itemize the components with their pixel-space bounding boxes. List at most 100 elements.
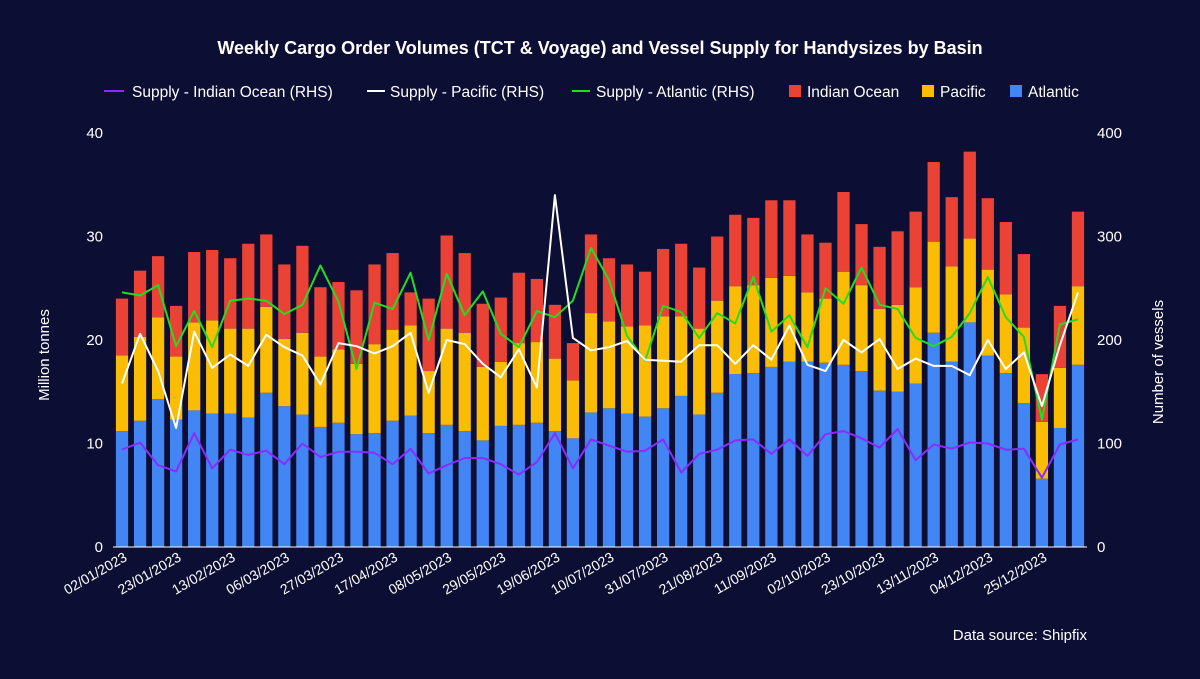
- bar-pacific: [620, 326, 634, 414]
- bar-indian-ocean: [819, 242, 832, 299]
- y2-tick-label: 200: [1097, 332, 1122, 349]
- bar-atlantic: [711, 392, 724, 547]
- bar-indian-ocean: [891, 231, 904, 305]
- legend-label-3: Indian Ocean: [807, 84, 899, 101]
- bar-pacific: [999, 294, 1012, 374]
- bar-indian-ocean: [566, 343, 580, 381]
- legend-item-4[interactable]: Pacific: [922, 84, 986, 101]
- line-supply-atlantic-rhs: [121, 246, 1079, 421]
- bar-pacific: [224, 328, 237, 414]
- bar-atlantic: [783, 361, 796, 547]
- bar-pacific: [855, 285, 868, 372]
- line-supply-pacific-rhs: [121, 194, 1079, 429]
- bar-pacific: [548, 358, 562, 432]
- bar-indian-ocean: [458, 253, 471, 333]
- bar-indian-ocean: [314, 287, 327, 357]
- bar-pacific: [368, 344, 381, 434]
- legend-marker-5: [1010, 85, 1022, 97]
- bar-pacific: [729, 286, 742, 375]
- y-axis-label: Million tonnes: [36, 309, 53, 401]
- bar-pacific: [945, 266, 958, 362]
- bar-indian-ocean: [224, 258, 237, 329]
- bar-pacific: [1035, 421, 1049, 479]
- bar-pacific: [314, 356, 327, 427]
- bar-indian-ocean: [638, 271, 652, 326]
- legend-item-1[interactable]: Supply - Pacific (RHS): [367, 84, 544, 101]
- bar-atlantic: [1053, 427, 1067, 547]
- bar-atlantic: [151, 398, 165, 547]
- bar-pacific: [242, 328, 255, 418]
- legend-label-4: Pacific: [940, 84, 986, 101]
- y2-tick-label: 400: [1097, 125, 1122, 142]
- bar-atlantic: [169, 419, 183, 547]
- bar-atlantic: [747, 373, 760, 547]
- bar-atlantic: [909, 383, 922, 547]
- supply-lines: [121, 194, 1079, 479]
- bar-atlantic: [693, 414, 706, 547]
- bar-atlantic: [476, 440, 489, 547]
- line-supply-indian-ocean-rhs: [121, 428, 1079, 479]
- y-axis-ticks: 0 10 20 30 40: [86, 125, 103, 556]
- bar-pacific: [278, 338, 291, 407]
- bar-indian-ocean: [711, 236, 724, 301]
- bar-pacific: [656, 316, 670, 409]
- bar-atlantic: [819, 362, 832, 547]
- bar-indian-ocean: [837, 191, 850, 272]
- bar-indian-ocean: [729, 214, 742, 287]
- y-tick-label: 30: [86, 229, 103, 246]
- y2-tick-label: 100: [1097, 436, 1122, 453]
- bar-pacific: [675, 316, 688, 396]
- bar-pacific: [783, 275, 796, 362]
- bar-indian-ocean: [188, 252, 201, 323]
- bar-atlantic: [1035, 478, 1049, 547]
- bar-atlantic: [963, 322, 976, 547]
- bar-indian-ocean: [115, 298, 129, 356]
- bar-pacific: [602, 321, 616, 409]
- legend-label-2: Supply - Atlantic (RHS): [596, 84, 755, 101]
- y2-tick-label: 300: [1097, 229, 1122, 246]
- bar-indian-ocean: [656, 248, 670, 317]
- legend-item-0[interactable]: Supply - Indian Ocean (RHS): [104, 84, 333, 101]
- bar-pacific: [404, 325, 417, 416]
- bar-atlantic: [115, 431, 129, 547]
- bar-pacific: [819, 298, 832, 363]
- bar-pacific: [891, 304, 904, 392]
- legend-label-1: Supply - Pacific (RHS): [390, 84, 544, 101]
- bar-indian-ocean: [133, 270, 147, 337]
- bar-atlantic: [999, 373, 1012, 547]
- bar-pacific: [386, 329, 399, 421]
- legend-item-3[interactable]: Indian Ocean: [789, 84, 899, 101]
- bar-atlantic: [188, 410, 201, 547]
- legend-marker-3: [789, 85, 801, 97]
- bar-atlantic: [945, 361, 958, 547]
- bar-indian-ocean: [494, 297, 507, 362]
- data-source: Data source: Shipfix: [953, 627, 1088, 644]
- bar-pacific: [927, 241, 940, 333]
- bar-atlantic: [548, 431, 562, 547]
- bar-pacific: [440, 328, 453, 425]
- bar-atlantic: [530, 422, 544, 547]
- bar-atlantic: [206, 413, 219, 547]
- y-tick-label: 0: [95, 539, 103, 556]
- bar-atlantic: [332, 422, 345, 547]
- bar-indian-ocean: [945, 197, 958, 267]
- bar-atlantic: [242, 417, 255, 547]
- bar-indian-ocean: [927, 161, 940, 242]
- bar-pacific: [765, 277, 778, 367]
- bar-atlantic: [133, 420, 147, 547]
- bar-atlantic: [873, 390, 886, 547]
- legend-item-2[interactable]: Supply - Atlantic (RHS): [572, 84, 755, 101]
- bar-pacific: [1071, 286, 1085, 365]
- bar-atlantic: [729, 374, 742, 547]
- bar-indian-ocean: [909, 211, 922, 288]
- bar-pacific: [711, 300, 724, 393]
- bar-pacific: [260, 306, 273, 393]
- bar-pacific: [747, 285, 760, 374]
- bar-atlantic: [260, 392, 273, 547]
- bar-indian-ocean: [260, 234, 273, 307]
- legend-item-5[interactable]: Atlantic: [1010, 84, 1079, 101]
- bar-indian-ocean: [693, 267, 706, 329]
- bar-indian-ocean: [169, 305, 183, 357]
- bar-atlantic: [566, 438, 580, 547]
- bar-pacific: [566, 380, 580, 439]
